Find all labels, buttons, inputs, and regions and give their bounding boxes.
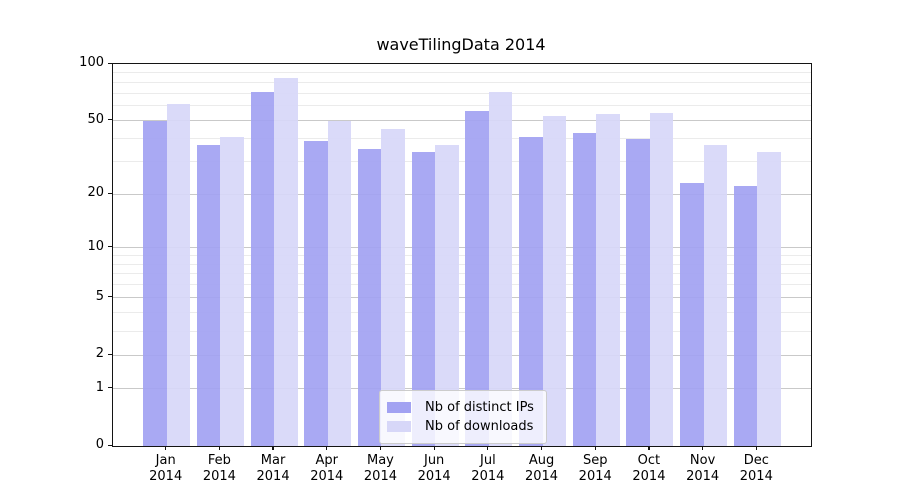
y-axis-tick-label-2: 2	[95, 346, 104, 362]
bar-downloads-oct-2014	[649, 112, 674, 446]
bar-distinct-ips-may-2014	[357, 149, 382, 446]
x-axis-tick-mark-dec-2014	[755, 446, 757, 450]
x-axis-tick-mark-mar-2014	[272, 446, 274, 450]
bar-distinct-ips-oct-2014	[626, 138, 650, 446]
legend-swatch-distinct-ips	[387, 402, 411, 413]
y-axis-tick-label-100: 100	[79, 55, 104, 70]
y-axis-tick-mark-50	[108, 119, 112, 121]
legend-item-downloads: Nb of downloads	[387, 418, 538, 435]
bar-downloads-aug-2014	[542, 115, 567, 446]
y-axis-tick-label-20: 20	[87, 185, 104, 200]
x-axis-tick-mark-sep-2014	[594, 446, 596, 450]
x-axis-tick-label-mar-2014: Mar 2014	[256, 453, 290, 484]
x-axis-tick-mark-oct-2014	[648, 446, 650, 450]
x-axis-tick-label-jan-2014: Jan 2014	[149, 453, 183, 484]
y-axis-tick-label-0: 0	[95, 437, 104, 452]
x-axis-tick-label-feb-2014: Feb 2014	[202, 453, 236, 484]
y-axis-tick-mark-100	[108, 62, 112, 64]
bar-downloads-jun-2014	[435, 144, 459, 446]
x-axis-tick-label-jul-2014: Jul 2014	[471, 453, 505, 484]
y-axis-tick-mark-20	[108, 192, 112, 194]
x-axis-tick-mark-aug-2014	[540, 446, 543, 450]
y-axis-tick-label-10: 10	[87, 238, 104, 254]
x-axis-tick-label-dec-2014: Dec 2014	[739, 453, 773, 484]
x-axis-tick-mark-jul-2014	[487, 446, 489, 450]
legend-swatch-downloads	[387, 421, 411, 432]
legend-item-distinct-ips: Nb of distinct IPs	[387, 399, 538, 416]
bar-distinct-ips-mar-2014	[250, 92, 275, 446]
bar-distinct-ips-jan-2014	[143, 120, 167, 446]
x-axis-tick-label-may-2014: May 2014	[363, 453, 397, 484]
legend-label-downloads: Nb of downloads	[425, 419, 534, 434]
gridline-minor-60	[113, 105, 811, 107]
bar-distinct-ips-apr-2014	[304, 140, 328, 446]
bar-downloads-nov-2014	[703, 144, 728, 446]
legend-label-distinct-ips: Nb of distinct IPs	[425, 400, 534, 415]
bar-downloads-apr-2014	[327, 120, 352, 446]
bar-distinct-ips-dec-2014	[733, 186, 758, 446]
bar-distinct-ips-jul-2014	[465, 111, 489, 446]
x-axis-tick-label-oct-2014: Oct 2014	[632, 453, 666, 484]
x-axis-tick-mark-jan-2014	[165, 446, 167, 450]
plot-area: Nb of distinct IPs Nb of downloads	[112, 63, 812, 447]
bar-distinct-ips-aug-2014	[519, 136, 543, 446]
y-axis-tick-mark-10	[108, 246, 112, 248]
x-axis-tick-label-apr-2014: Apr 2014	[310, 453, 344, 484]
bar-distinct-ips-sep-2014	[572, 132, 597, 446]
y-axis-tick-label-5: 5	[95, 288, 104, 304]
legend: Nb of distinct IPs Nb of downloads	[379, 390, 547, 444]
x-axis-tick-mark-may-2014	[379, 446, 382, 450]
bar-downloads-feb-2014	[220, 136, 244, 446]
gridline-minor-90	[113, 72, 811, 74]
x-axis-tick-mark-jun-2014	[433, 446, 435, 450]
y-axis-tick-label-50: 50	[87, 111, 104, 127]
y-axis-tick-mark-5	[108, 296, 112, 298]
y-axis-tick-mark-0	[108, 444, 112, 446]
bar-downloads-jul-2014	[488, 92, 513, 446]
x-axis-tick-label-aug-2014: Aug 2014	[524, 453, 559, 484]
bar-downloads-jan-2014	[166, 104, 191, 446]
x-axis-tick-mark-apr-2014	[326, 446, 328, 450]
x-axis-tick-label-sep-2014: Sep 2014	[578, 453, 612, 484]
gridline-minor-80	[113, 81, 811, 83]
gridline-minor-40	[113, 138, 811, 140]
x-axis-tick-label-nov-2014: Nov 2014	[686, 453, 720, 484]
bar-downloads-mar-2014	[274, 78, 298, 446]
bar-distinct-ips-jun-2014	[411, 151, 436, 446]
y-axis-tick-mark-2	[108, 353, 112, 355]
bar-downloads-may-2014	[381, 129, 405, 446]
bar-downloads-sep-2014	[596, 114, 620, 446]
y-axis-tick-label-1: 1	[95, 379, 104, 395]
gridline-minor-70	[113, 92, 811, 94]
y-axis-tick-mark-1	[108, 387, 112, 389]
chart-title: waveTilingData 2014	[376, 35, 546, 54]
x-axis-tick-mark-feb-2014	[218, 446, 220, 450]
bar-distinct-ips-nov-2014	[680, 182, 704, 446]
x-axis-tick-mark-nov-2014	[702, 446, 704, 450]
x-axis-tick-label-jun-2014: Jun 2014	[417, 453, 451, 484]
bar-downloads-dec-2014	[757, 151, 781, 446]
gridline-major-50	[113, 120, 811, 122]
bar-distinct-ips-feb-2014	[196, 144, 221, 446]
